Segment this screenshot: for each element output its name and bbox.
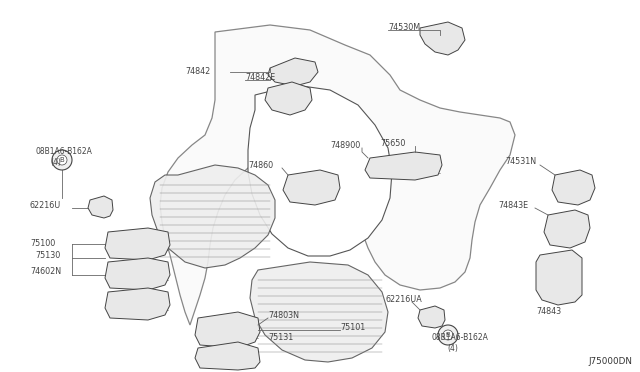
Polygon shape bbox=[420, 22, 465, 55]
Text: 748900: 748900 bbox=[330, 141, 360, 151]
Polygon shape bbox=[283, 170, 340, 205]
Polygon shape bbox=[88, 196, 113, 218]
Text: 62216U: 62216U bbox=[30, 202, 61, 211]
Polygon shape bbox=[536, 250, 582, 305]
Text: (4): (4) bbox=[50, 157, 61, 167]
Text: B: B bbox=[60, 157, 65, 163]
Circle shape bbox=[57, 155, 67, 165]
Circle shape bbox=[52, 150, 72, 170]
Text: 75650: 75650 bbox=[380, 140, 405, 148]
Text: 08B1A6-B162A: 08B1A6-B162A bbox=[35, 148, 92, 157]
Text: 74842: 74842 bbox=[185, 67, 211, 77]
Polygon shape bbox=[160, 25, 515, 325]
Text: 62216UA: 62216UA bbox=[385, 295, 422, 305]
Text: (4): (4) bbox=[447, 343, 458, 353]
Text: 75100: 75100 bbox=[30, 240, 55, 248]
Polygon shape bbox=[195, 312, 260, 348]
Polygon shape bbox=[418, 306, 445, 328]
Polygon shape bbox=[195, 342, 260, 370]
Text: B: B bbox=[445, 332, 451, 338]
Polygon shape bbox=[248, 85, 392, 256]
Text: 74602N: 74602N bbox=[30, 267, 61, 276]
Text: 74531N: 74531N bbox=[505, 157, 536, 167]
Polygon shape bbox=[265, 82, 312, 115]
Polygon shape bbox=[552, 170, 595, 205]
Text: 75131: 75131 bbox=[268, 334, 293, 343]
Polygon shape bbox=[105, 288, 170, 320]
Text: 74860: 74860 bbox=[248, 161, 273, 170]
Circle shape bbox=[438, 325, 458, 345]
Text: 74843: 74843 bbox=[536, 308, 561, 317]
Polygon shape bbox=[268, 58, 318, 86]
Polygon shape bbox=[150, 165, 275, 268]
Text: 75130: 75130 bbox=[35, 251, 60, 260]
Text: 74843E: 74843E bbox=[498, 201, 528, 209]
Text: 74842E: 74842E bbox=[245, 74, 275, 83]
Circle shape bbox=[443, 330, 453, 340]
Text: 74803N: 74803N bbox=[268, 311, 299, 321]
Text: 08B1A6-B162A: 08B1A6-B162A bbox=[432, 334, 489, 343]
Text: 74530M: 74530M bbox=[388, 23, 420, 32]
Text: 75101: 75101 bbox=[340, 324, 365, 333]
Polygon shape bbox=[250, 262, 388, 362]
Polygon shape bbox=[365, 152, 442, 180]
Polygon shape bbox=[105, 258, 170, 290]
Text: J75000DN: J75000DN bbox=[588, 357, 632, 366]
Polygon shape bbox=[544, 210, 590, 248]
Polygon shape bbox=[105, 228, 170, 260]
